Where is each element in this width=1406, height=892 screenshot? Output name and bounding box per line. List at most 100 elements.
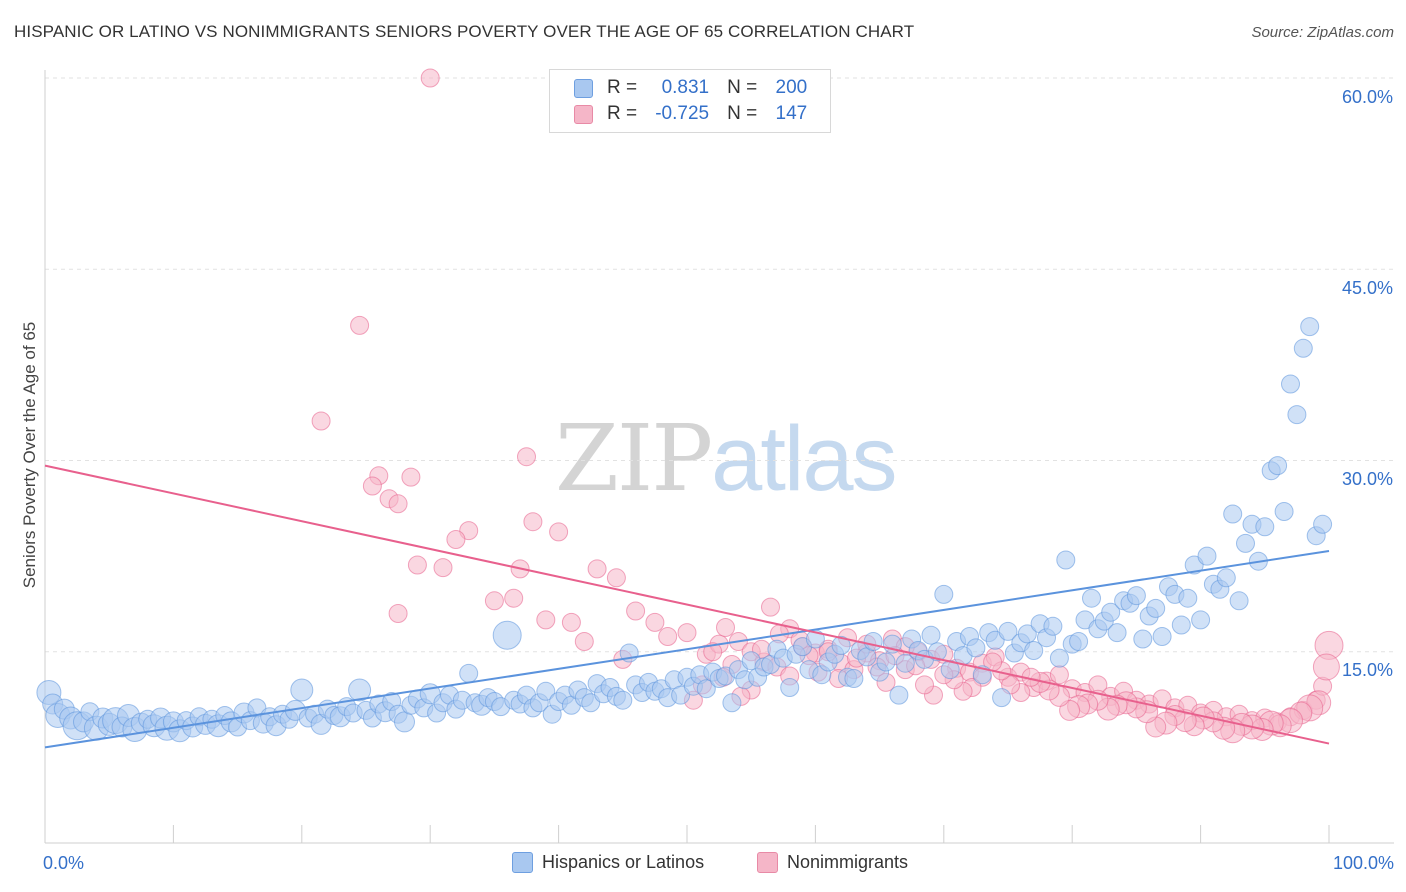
x-tick-100: 100.0% [1332,853,1394,873]
nonimmigrants-point [915,675,934,695]
stats-legend: R = 0.831 N = 200 R = -0.725 N = 147 [549,69,831,133]
nonimmigrants-point [401,467,421,487]
nonimmigrants-point [311,411,331,431]
hispanics-point [1126,586,1146,606]
hispanics-point [1313,514,1333,534]
nonimmigrants-point [645,612,665,632]
hispanics-point [1171,615,1191,635]
nonimmigrants-point [536,610,556,630]
hispanics-point [459,663,479,683]
watermark: ZIPatlas [555,405,898,512]
hispanics-point [1107,623,1127,643]
n-value: 200 [775,77,808,98]
legend-swatch-nonimmigrants [574,104,593,124]
series-legend: Hispanics or Latinos Nonimmigrants [0,852,1406,878]
nonimmigrants-point [587,559,607,579]
nonimmigrants-point [407,555,427,575]
r-label: R = [607,77,638,98]
hispanics-point [895,653,915,673]
nonimmigrants-point [574,632,594,651]
hispanics-point [844,669,864,688]
nonimmigrants-point [658,627,678,646]
hispanics-point [1300,317,1320,337]
hispanics-point [1082,588,1101,608]
hispanics-point [394,711,415,733]
hispanics-point [1255,517,1275,537]
hispanics-point [348,678,372,702]
watermark-zip: ZIP [555,405,713,512]
hispanics-point [831,635,851,655]
hispanics-point [934,584,954,604]
nonimmigrants-point [388,604,408,623]
n-value: 147 [775,103,808,124]
nonimmigrants-point [420,68,440,88]
legend-swatch-hispanics [512,852,533,873]
nonimmigrants-point [626,601,646,621]
hispanics-point [1178,588,1198,608]
nonimmigrants-point [362,476,382,496]
chart-title: HISPANIC OR LATINO VS NONIMMIGRANTS SENI… [14,22,915,41]
y-tick-60: 60.0% [1341,87,1393,107]
nonimmigrants-point [446,530,466,549]
hispanics-point [1268,456,1288,476]
hispanics-point [780,678,800,697]
hispanics-point [966,638,986,658]
hispanics-point [492,620,522,650]
hispanics-point [998,621,1018,641]
legend-swatch-hispanics [574,78,593,98]
hispanics-point [889,685,909,705]
hispanics-point [1133,629,1153,649]
nonimmigrants-point [484,591,504,611]
legend-row-nonimmigrants: R = -0.725 N = 147 [574,101,807,127]
hispanics-point [1049,648,1069,668]
hispanics-point [1281,374,1300,394]
nonimmigrants-point [606,568,626,588]
nonimmigrants-point [388,494,408,514]
hispanics-points [36,317,1333,743]
y-tick-30: 30.0% [1341,469,1393,489]
nonimmigrants-point [761,597,780,617]
nonimmigrants-point [1312,653,1340,681]
legend-item-nonimmigrants[interactable]: Nonimmigrants [757,852,908,873]
hispanics-point [1069,632,1089,651]
hispanics-point [921,625,941,645]
nonimmigrants-point [350,315,370,335]
legend-item-hispanics[interactable]: Hispanics or Latinos [512,852,704,873]
hispanics-point [1146,598,1166,618]
nonimmigrants-points [311,68,1344,744]
y-tick-15: 15.0% [1341,660,1393,680]
source-label: Source: ZipAtlas.com [1251,24,1394,41]
hispanics-point [1223,504,1243,524]
legend-label-nonimmigrants: Nonimmigrants [787,852,909,872]
hispanics-point [1101,602,1121,622]
r-value: -0.725 [655,103,710,124]
x-tick-0: 0.0% [43,853,85,873]
hispanics-point [863,632,883,651]
hispanics-point [927,642,947,662]
nonimmigrants-trend-line [44,464,1330,745]
hispanics-trend-line [44,550,1330,749]
nonimmigrants-point [561,612,581,632]
hispanics-point [876,652,896,672]
hispanics-point [722,693,742,713]
hispanics-point [1293,338,1313,358]
nonimmigrants-point [677,623,697,643]
hispanics-point [1216,568,1236,588]
hispanics-point [1287,405,1307,425]
hispanics-point [696,679,716,699]
nonimmigrants-point [523,512,543,532]
r-value: 0.831 [661,77,710,98]
hispanics-point [1197,546,1217,566]
hispanics-point [1236,533,1255,553]
watermark-atlas: atlas [711,408,897,510]
legend-swatch-nonimmigrants [757,852,778,873]
hispanics-point [1274,502,1294,521]
y-tick-45: 45.0% [1341,278,1393,298]
nonimmigrants-point [433,558,453,578]
hispanics-point [536,681,556,701]
legend-label-hispanics: Hispanics or Latinos [542,852,705,872]
n-label: N = [727,77,758,98]
hispanics-point [1043,616,1063,636]
hispanics-point [1229,591,1249,611]
